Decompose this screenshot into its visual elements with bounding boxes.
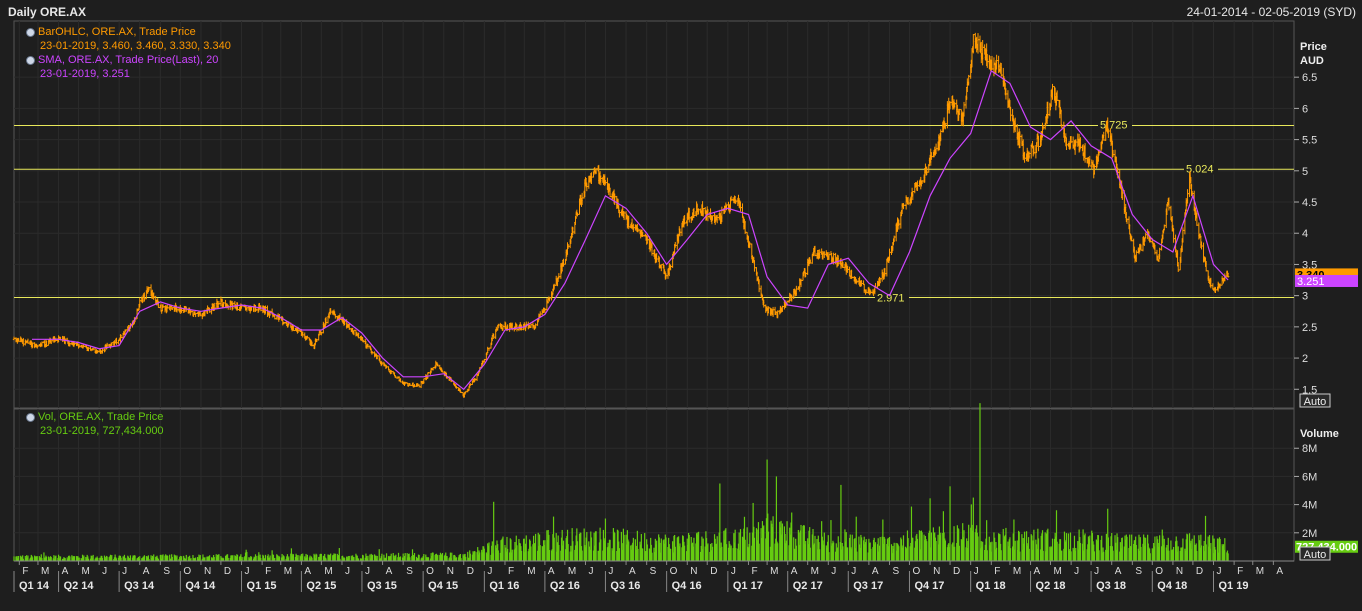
price-panel[interactable] bbox=[13, 20, 1295, 409]
volume-panel[interactable] bbox=[13, 408, 1295, 562]
reference-label-bg bbox=[1098, 119, 1132, 131]
chart-title: Daily ORE.AX bbox=[8, 5, 87, 19]
volume-bars bbox=[13, 403, 1229, 561]
reference-line-label: 5.725 bbox=[1100, 120, 1128, 132]
grid-lines bbox=[14, 21, 1294, 561]
date-range: 24-01-2014 - 02-05-2019 (SYD) bbox=[1186, 5, 1356, 19]
reference-label-bg bbox=[1184, 163, 1218, 175]
reference-line-label: 2.971 bbox=[877, 292, 905, 304]
reference-lines: 5.725 5.024 2.971 bbox=[14, 119, 1294, 304]
reference-line-label: 5.024 bbox=[1186, 163, 1214, 175]
reference-label-bg bbox=[875, 291, 909, 303]
